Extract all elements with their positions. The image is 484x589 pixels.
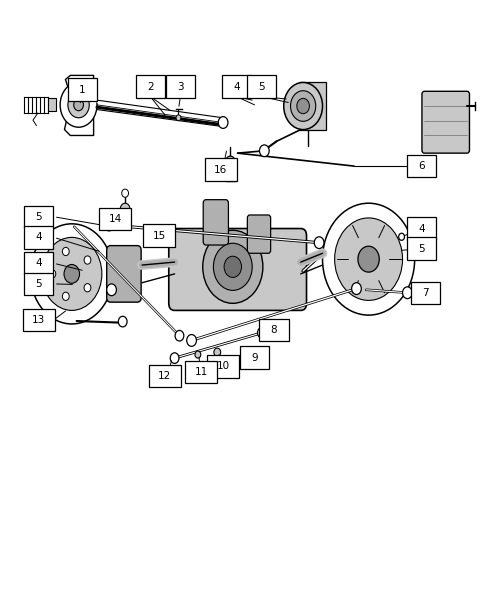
Circle shape (283, 82, 322, 130)
Circle shape (106, 284, 116, 296)
Text: 10: 10 (216, 362, 229, 371)
Circle shape (357, 246, 378, 272)
Text: 3: 3 (177, 82, 183, 91)
Circle shape (257, 327, 266, 338)
FancyBboxPatch shape (207, 355, 239, 378)
FancyBboxPatch shape (24, 206, 53, 228)
Circle shape (195, 351, 200, 358)
Text: 1: 1 (79, 85, 86, 94)
Circle shape (60, 82, 97, 127)
FancyBboxPatch shape (259, 319, 288, 341)
Circle shape (213, 348, 220, 356)
Circle shape (64, 264, 79, 283)
Circle shape (42, 237, 102, 310)
Circle shape (84, 284, 91, 292)
Circle shape (351, 283, 361, 294)
Polygon shape (63, 75, 93, 135)
Text: 8: 8 (270, 325, 277, 335)
Text: 6: 6 (418, 161, 424, 171)
Text: 9: 9 (251, 353, 257, 362)
Circle shape (202, 230, 262, 303)
Circle shape (84, 256, 91, 264)
Text: 13: 13 (32, 315, 45, 325)
FancyBboxPatch shape (204, 158, 236, 181)
FancyBboxPatch shape (407, 155, 436, 177)
Circle shape (218, 117, 227, 128)
Circle shape (259, 145, 269, 157)
Circle shape (30, 224, 113, 324)
Text: 4: 4 (35, 259, 42, 268)
FancyBboxPatch shape (24, 273, 53, 295)
Circle shape (62, 247, 69, 256)
FancyBboxPatch shape (99, 208, 131, 230)
Text: 15: 15 (152, 231, 166, 240)
FancyBboxPatch shape (222, 75, 251, 98)
FancyBboxPatch shape (166, 75, 195, 98)
Text: 4: 4 (418, 224, 424, 233)
FancyBboxPatch shape (203, 200, 228, 245)
Circle shape (120, 203, 130, 215)
Text: 4: 4 (233, 82, 240, 91)
Circle shape (314, 237, 323, 249)
Text: 7: 7 (422, 288, 428, 297)
Text: 11: 11 (194, 368, 208, 377)
Text: 5: 5 (35, 279, 42, 289)
FancyBboxPatch shape (24, 252, 53, 274)
Circle shape (170, 353, 179, 363)
Text: 16: 16 (213, 165, 227, 174)
FancyBboxPatch shape (23, 309, 55, 331)
Bar (47, 98, 56, 111)
Circle shape (224, 256, 241, 277)
Circle shape (62, 292, 69, 300)
FancyBboxPatch shape (247, 75, 276, 98)
Text: 12: 12 (158, 371, 171, 380)
Circle shape (121, 189, 128, 197)
Circle shape (296, 98, 309, 114)
FancyBboxPatch shape (149, 365, 181, 387)
FancyBboxPatch shape (421, 91, 469, 153)
FancyBboxPatch shape (247, 215, 270, 253)
FancyBboxPatch shape (185, 361, 217, 383)
Circle shape (334, 218, 402, 300)
Text: 14: 14 (108, 214, 122, 224)
FancyBboxPatch shape (136, 75, 165, 98)
FancyBboxPatch shape (407, 217, 436, 240)
Circle shape (176, 115, 181, 121)
FancyBboxPatch shape (407, 237, 436, 260)
Circle shape (290, 91, 315, 121)
FancyBboxPatch shape (143, 224, 175, 247)
Circle shape (175, 330, 183, 341)
Text: 2: 2 (147, 82, 153, 91)
FancyBboxPatch shape (410, 282, 439, 304)
Circle shape (402, 287, 411, 299)
Circle shape (225, 156, 235, 168)
Circle shape (322, 203, 414, 315)
FancyBboxPatch shape (168, 229, 306, 310)
Circle shape (49, 270, 56, 278)
FancyBboxPatch shape (68, 78, 97, 101)
FancyBboxPatch shape (106, 246, 141, 302)
FancyBboxPatch shape (240, 346, 269, 369)
FancyBboxPatch shape (24, 226, 53, 249)
Circle shape (226, 165, 234, 174)
Text: 5: 5 (418, 244, 424, 253)
Circle shape (104, 219, 114, 231)
Circle shape (398, 233, 404, 240)
Circle shape (68, 92, 89, 118)
Text: 4: 4 (35, 233, 42, 242)
Bar (299, 82, 325, 130)
Circle shape (186, 335, 196, 346)
Text: 5: 5 (35, 212, 42, 221)
Circle shape (74, 99, 83, 111)
Circle shape (118, 316, 127, 327)
Text: 5: 5 (258, 82, 265, 91)
Circle shape (213, 243, 252, 290)
